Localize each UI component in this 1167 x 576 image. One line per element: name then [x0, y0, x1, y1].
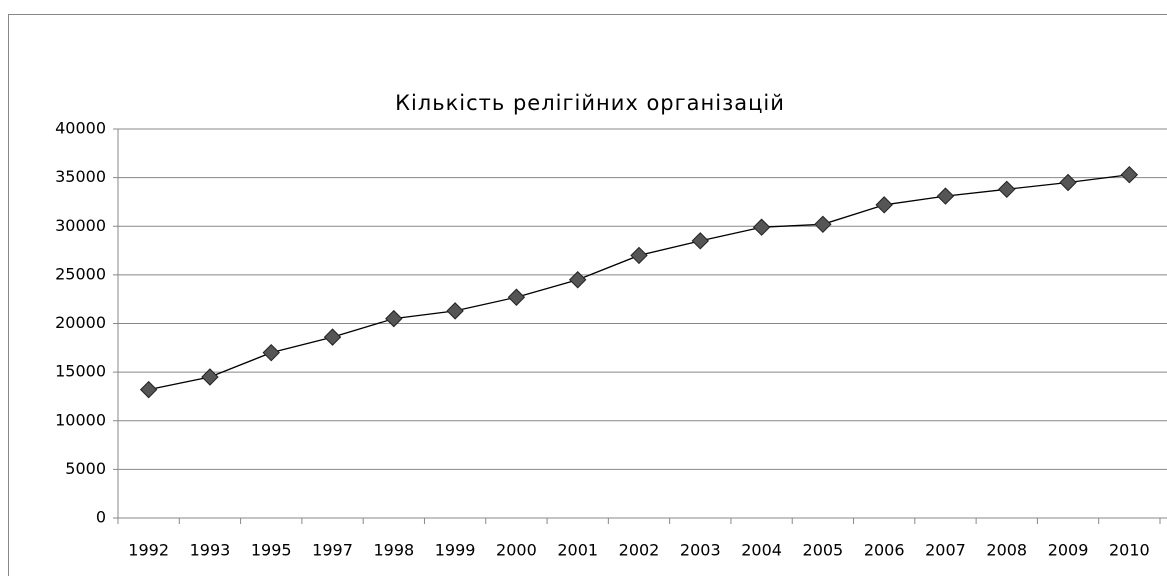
point-marker	[936, 187, 955, 205]
point-marker	[1059, 173, 1077, 192]
x-tick-label: 1993	[190, 541, 231, 560]
x-tick-label: 1992	[128, 541, 169, 560]
chart-border	[8, 14, 1167, 576]
point-marker	[691, 232, 710, 250]
point-marker	[630, 246, 648, 265]
x-tick-label: 1995	[251, 541, 292, 560]
point-marker	[446, 302, 464, 320]
point-marker	[507, 288, 526, 306]
x-tick-label: 2004	[741, 541, 782, 560]
y-tick-label: 5000	[65, 459, 106, 478]
x-tick-label: 2000	[496, 541, 537, 560]
point-marker	[1120, 166, 1139, 184]
point-marker	[752, 218, 771, 236]
x-tick-label: 2007	[925, 541, 966, 560]
x-tick-label: 2006	[864, 541, 905, 560]
point-marker	[998, 180, 1016, 199]
x-tick-label: 2003	[680, 541, 721, 560]
x-tick-label: 2008	[986, 541, 1027, 560]
y-tick-label: 40000	[55, 119, 106, 138]
x-tick-label: 1998	[373, 541, 414, 560]
x-tick-label: 2002	[619, 541, 660, 560]
y-tick-label: 25000	[55, 264, 106, 283]
point-marker	[139, 380, 158, 399]
point-marker	[814, 215, 832, 234]
point-marker	[385, 309, 403, 328]
y-tick-label: 30000	[55, 216, 106, 235]
point-marker	[323, 328, 342, 346]
x-tick-label: 2001	[557, 541, 598, 560]
x-tick-label: 2010	[1109, 541, 1150, 560]
y-tick-label: 10000	[55, 410, 106, 429]
x-tick-label: 1997	[312, 541, 353, 560]
chart-title: Кількість релігійних організацій	[395, 91, 785, 115]
x-tick-label: 2009	[1048, 541, 1089, 560]
y-tick-label: 15000	[55, 362, 106, 381]
y-tick-label: 0	[96, 508, 106, 527]
point-marker	[568, 271, 587, 289]
point-marker	[262, 343, 280, 362]
y-tick-label: 35000	[55, 167, 106, 186]
x-tick-label: 2005	[803, 541, 844, 560]
point-marker	[201, 368, 219, 386]
x-tick-label: 1999	[435, 541, 476, 560]
y-tick-label: 20000	[55, 313, 106, 332]
point-marker	[875, 196, 893, 214]
